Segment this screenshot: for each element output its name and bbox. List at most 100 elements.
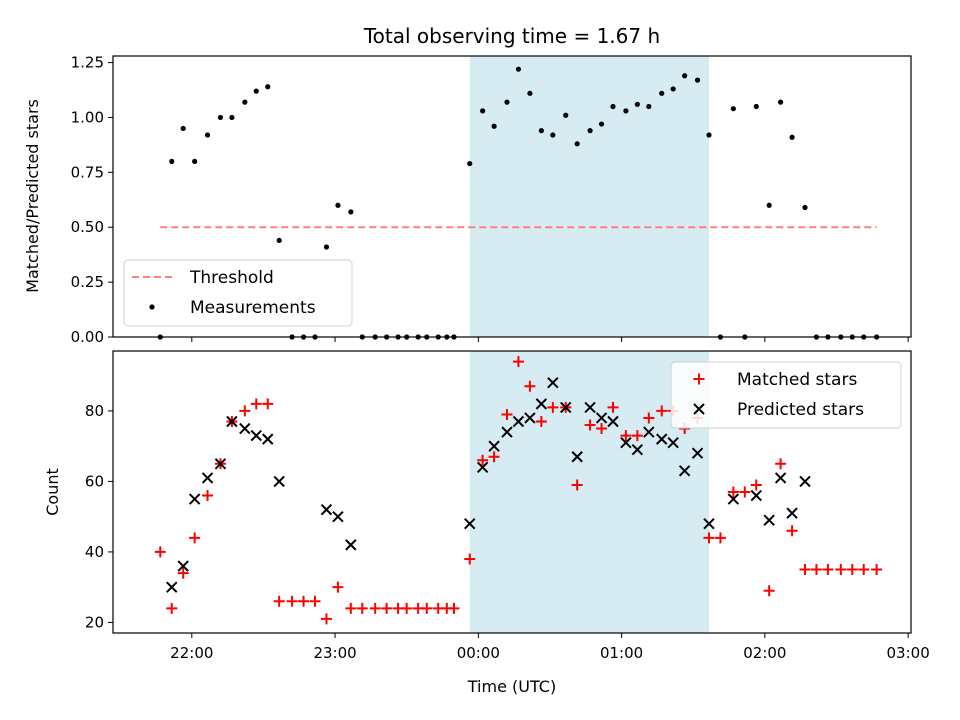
matched-point-37 bbox=[584, 419, 596, 431]
legend-box bbox=[670, 361, 902, 429]
matched-point-3 bbox=[189, 532, 201, 544]
matched-point-56 bbox=[810, 564, 822, 576]
measurement-point-54 bbox=[789, 134, 795, 140]
predicted-point-31 bbox=[678, 465, 691, 477]
matched-point-43 bbox=[656, 405, 668, 417]
predicted-point-8 bbox=[262, 433, 274, 445]
matched-point-33 bbox=[535, 416, 547, 427]
y-tick-label-4: 1.00 bbox=[71, 108, 104, 126]
matched-point-9 bbox=[262, 398, 274, 410]
measurement-point-44 bbox=[670, 86, 676, 92]
matched-point-28 bbox=[477, 454, 489, 466]
matched-point-16 bbox=[345, 602, 357, 614]
measurement-point-42 bbox=[646, 103, 652, 110]
predicted-point-21 bbox=[560, 401, 572, 414]
legend-swatch-1 bbox=[693, 403, 705, 415]
x-tick-label-4: 02:00 bbox=[743, 644, 786, 662]
predicted-point-37 bbox=[774, 472, 787, 484]
axes-frame bbox=[112, 55, 912, 338]
matched-point-34 bbox=[547, 401, 559, 413]
predicted-point-28 bbox=[643, 426, 655, 438]
predicted-point-1 bbox=[177, 560, 189, 572]
x-tick-label-5: 03:00 bbox=[887, 644, 930, 662]
measurement-point-45 bbox=[682, 73, 688, 79]
predicted-point-33 bbox=[703, 518, 715, 530]
x-tick-label-3: 01:00 bbox=[600, 644, 643, 662]
measurement-point-4 bbox=[204, 132, 211, 138]
predicted-point-24 bbox=[595, 412, 608, 424]
matched-point-52 bbox=[763, 585, 775, 597]
measurement-point-29 bbox=[491, 123, 497, 129]
predicted-point-32 bbox=[691, 447, 704, 459]
y-tick-label-3: 80 bbox=[85, 402, 104, 420]
measurement-point-39 bbox=[610, 103, 616, 110]
measurement-point-46 bbox=[694, 77, 701, 83]
matched-point-10 bbox=[273, 595, 285, 607]
matched-point-32 bbox=[524, 380, 536, 392]
matched-point-19 bbox=[381, 602, 393, 614]
observing-window-span bbox=[469, 56, 709, 337]
matched-point-41 bbox=[631, 430, 643, 442]
predicted-point-26 bbox=[620, 436, 632, 449]
predicted-point-19 bbox=[535, 398, 548, 410]
matched-point-48 bbox=[714, 532, 726, 544]
predicted-point-29 bbox=[656, 433, 668, 445]
top-panel: 0.00 0.25 0.50 0.75 1.00 1.25 Threshold Measure… bbox=[71, 54, 912, 346]
measurement-point-5 bbox=[217, 114, 224, 121]
predicted-point-15 bbox=[488, 440, 500, 452]
matched-point-27 bbox=[464, 553, 476, 565]
observing-window-span bbox=[469, 351, 709, 633]
measurement-point-47 bbox=[706, 132, 712, 138]
measurement-point-55 bbox=[802, 204, 808, 211]
measurement-point-37 bbox=[587, 128, 593, 134]
measurement-point-15 bbox=[335, 202, 341, 208]
matched-point-7 bbox=[239, 405, 251, 417]
legend-label-0: Threshold bbox=[189, 268, 274, 288]
y-tick-label-0: 0.00 bbox=[71, 328, 104, 346]
predicted-point-0 bbox=[166, 581, 178, 593]
measurement-point-52 bbox=[766, 202, 772, 208]
matched-point-14 bbox=[320, 613, 332, 625]
chart-title: Total observing time = 1.67 h bbox=[363, 24, 660, 48]
predicted-point-18 bbox=[524, 412, 536, 424]
measurement-point-34 bbox=[550, 132, 556, 138]
matched-point-11 bbox=[286, 595, 298, 607]
measurement-point-7 bbox=[242, 99, 248, 105]
measurement-point-51 bbox=[753, 103, 759, 110]
bottom-panel: 22:00 23:00 00:00 01:00 02:00 03:00 20 40 60 80 Ma… bbox=[85, 350, 930, 662]
x-tick-label-0: 22:00 bbox=[170, 644, 213, 662]
measurement-point-14 bbox=[323, 244, 330, 250]
matched-point-40 bbox=[620, 430, 632, 442]
measurement-point-27 bbox=[467, 160, 473, 167]
axes-frame bbox=[112, 350, 912, 634]
matched-point-61 bbox=[871, 564, 883, 576]
measurement-point-53 bbox=[778, 99, 784, 105]
matched-point-54 bbox=[786, 525, 798, 537]
measurement-point-30 bbox=[504, 99, 510, 105]
predicted-point-4 bbox=[214, 458, 227, 470]
predicted-point-17 bbox=[512, 415, 525, 428]
predicted-point-2 bbox=[188, 493, 201, 505]
x-tick-label-2: 00:00 bbox=[457, 644, 500, 662]
matched-point-57 bbox=[822, 564, 834, 576]
predicted-point-38 bbox=[786, 507, 798, 519]
predicted-point-23 bbox=[584, 401, 596, 414]
measurement-point-16 bbox=[348, 209, 354, 215]
matched-point-51 bbox=[750, 479, 762, 491]
measurement-point-31 bbox=[515, 66, 522, 72]
matched-point-30 bbox=[501, 408, 513, 420]
legend-label-1: Measurements bbox=[190, 298, 316, 318]
measurement-point-35 bbox=[563, 112, 569, 118]
legend-label-0: Matched stars bbox=[737, 370, 857, 390]
predicted-point-39 bbox=[799, 475, 811, 488]
measurement-point-28 bbox=[480, 108, 486, 114]
matched-point-17 bbox=[356, 602, 368, 614]
measurement-point-10 bbox=[276, 237, 282, 244]
predicted-point-3 bbox=[201, 472, 214, 484]
matched-point-39 bbox=[607, 401, 619, 413]
measurement-point-1 bbox=[169, 158, 175, 164]
matched-point-31 bbox=[512, 356, 524, 368]
matched-point-13 bbox=[309, 595, 321, 607]
matched-point-60 bbox=[858, 564, 870, 576]
